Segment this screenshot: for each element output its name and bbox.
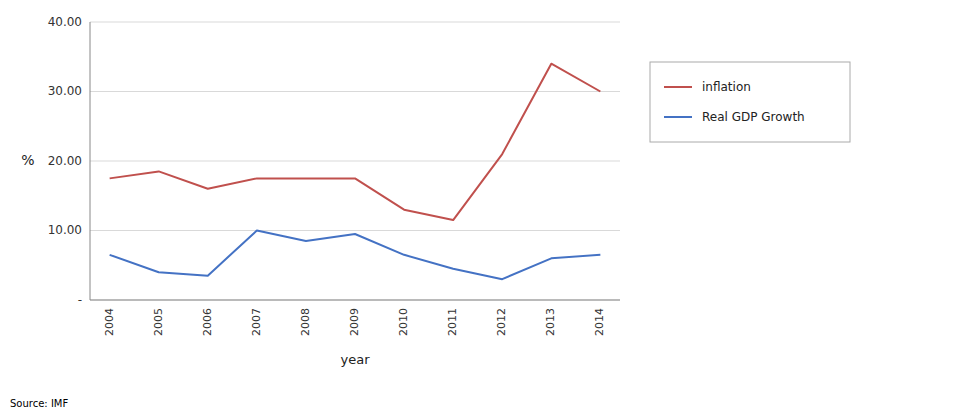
x-tick-label: 2012	[495, 308, 508, 336]
grid-line	[90, 22, 620, 23]
y-tick-label: 20.00	[48, 154, 82, 168]
legend-label: inflation	[702, 80, 751, 94]
grid-line	[90, 161, 620, 162]
y-tick-label: 40.00	[48, 15, 82, 29]
x-tick-label: 2007	[250, 308, 263, 336]
annotation: Source: IMF	[10, 398, 68, 409]
y-tick-label: 10.00	[48, 223, 82, 237]
legend-label: Real GDP Growth	[702, 110, 805, 124]
plot-area	[110, 64, 601, 279]
chart: - 10.00 20.00 30.00 40.00 2004 2005 2006 2007 200…	[0, 0, 974, 413]
legend-box	[650, 62, 850, 142]
legend: inflation Real GDP Growth	[650, 62, 850, 142]
grid-line	[90, 300, 620, 301]
x-axis	[90, 300, 620, 301]
y-axis-label: %	[21, 152, 34, 168]
legend-swatch	[664, 116, 692, 118]
series-line	[110, 64, 601, 220]
x-tick-label: 2011	[446, 308, 459, 336]
x-tick-label: 2006	[201, 308, 214, 336]
grid	[90, 22, 620, 300]
legend-swatch	[664, 86, 692, 88]
grid-line	[90, 91, 620, 92]
x-tick-label: 2014	[593, 308, 606, 336]
x-tick-label: 2013	[544, 308, 557, 336]
y-tick-label: 30.00	[48, 84, 82, 98]
y-tick-label: -	[78, 293, 82, 307]
x-tick-label: 2009	[348, 308, 361, 336]
x-tick-label: 2010	[397, 308, 410, 336]
x-tick-label: 2004	[103, 308, 116, 336]
grid-line	[90, 230, 620, 231]
y-axis	[90, 22, 91, 300]
x-tick-label: 2008	[299, 308, 312, 336]
x-axis-label: year	[340, 352, 370, 367]
series-line	[110, 231, 601, 280]
x-tick-label: 2005	[152, 308, 165, 336]
